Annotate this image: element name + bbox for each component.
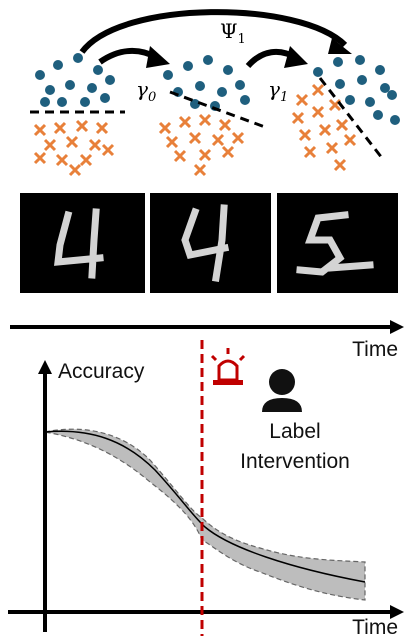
gamma0: γ: [136, 77, 148, 101]
orange-cross: [200, 150, 210, 160]
orange-cross: [103, 145, 113, 155]
digit-image: [150, 193, 271, 293]
orange-cross: [67, 137, 77, 147]
blue-dot: [345, 95, 355, 105]
orange-cross: [330, 100, 340, 110]
orange-cross: [35, 125, 45, 135]
arrow-head: [38, 360, 52, 374]
blue-dot: [45, 85, 55, 95]
blue-dot: [365, 97, 375, 107]
digit-images: [20, 193, 398, 293]
orange-cross: [313, 85, 323, 95]
blue-dot: [35, 70, 45, 80]
orange-cross: [167, 137, 177, 147]
orange-cross: [55, 123, 65, 133]
orange-cross: [81, 155, 91, 165]
orange-cross: [305, 147, 315, 157]
orange-cross: [220, 120, 230, 130]
blue-dot: [223, 65, 233, 75]
blue-dot: [195, 81, 205, 91]
orange-cross: [213, 135, 223, 145]
x-axis-label: Time: [352, 616, 398, 636]
orange-cross: [57, 155, 67, 165]
orange-cross: [345, 135, 355, 145]
blue-dot: [73, 53, 83, 63]
gamma1-label: γ1: [268, 77, 288, 105]
blue-dot: [65, 80, 75, 90]
digit-image: [277, 193, 398, 293]
blue-dot: [313, 67, 323, 77]
orange-cross: [195, 165, 205, 175]
time-label: Time: [352, 338, 398, 361]
person-icon: [262, 369, 302, 412]
orange-cross: [293, 113, 303, 123]
gamma1: γ: [268, 77, 280, 101]
blue-dot: [183, 61, 193, 71]
orange-cross: [90, 140, 100, 150]
gamma0-sub: 0: [148, 90, 156, 105]
orange-cross: [297, 95, 307, 105]
blue-dot: [203, 55, 213, 65]
big-arrow: [82, 12, 345, 52]
psi: Ψ: [220, 19, 238, 43]
gamma1-sub: 1: [280, 90, 288, 105]
orange-cross: [337, 120, 347, 130]
blue-dot: [87, 83, 97, 93]
blue-dot: [53, 60, 63, 70]
blue-dot: [373, 110, 383, 120]
orange-cross: [300, 130, 310, 140]
orange-cross: [190, 133, 200, 143]
blue-dot: [80, 97, 90, 107]
blue-dot: [163, 70, 173, 80]
alarm-icon: [212, 348, 244, 385]
arrow-head: [284, 46, 308, 68]
orange-cross: [175, 151, 185, 161]
blue-dot: [375, 65, 385, 75]
orange-cross: [45, 140, 55, 150]
orange-cross: [200, 115, 210, 125]
psi-sub: 1: [238, 32, 246, 47]
blue-dot: [105, 75, 115, 85]
orange-cross: [180, 117, 190, 127]
orange-cross: [77, 121, 87, 131]
orange-cross: [327, 143, 337, 153]
orange-cross: [223, 147, 233, 157]
orange-cross: [97, 123, 107, 133]
orange-cross: [35, 153, 45, 163]
intervention-label: Intervention: [240, 450, 350, 473]
orange-cross: [335, 160, 345, 170]
blue-dot: [355, 55, 365, 65]
intervention-label: Label: [269, 420, 320, 443]
y-axis-label: Accuracy: [58, 360, 145, 383]
gamma0-label: γ0: [136, 77, 156, 105]
arrow-head: [146, 46, 170, 68]
figure: Ψ1 γ0 γ1 Time Accuracy Time Label Inter: [0, 0, 408, 636]
blue-dot: [335, 79, 345, 89]
digit-image: [20, 193, 145, 293]
blue-dot: [57, 97, 67, 107]
blue-dot: [390, 115, 400, 125]
scatter-groups: [35, 53, 400, 175]
blue-dot: [235, 80, 245, 90]
blue-dot: [387, 90, 397, 100]
blue-dot: [333, 57, 343, 67]
orange-cross: [233, 133, 243, 143]
blue-dot: [93, 65, 103, 75]
blue-dot: [40, 97, 50, 107]
orange-cross: [70, 165, 80, 175]
blue-dot: [100, 93, 110, 103]
blue-dot: [240, 95, 250, 105]
orange-cross: [160, 123, 170, 133]
blue-dot: [217, 87, 227, 97]
orange-cross: [313, 107, 323, 117]
arrow-head: [390, 320, 404, 334]
psi-label: Ψ1: [220, 19, 246, 47]
blue-dot: [357, 75, 367, 85]
orange-cross: [320, 125, 330, 135]
